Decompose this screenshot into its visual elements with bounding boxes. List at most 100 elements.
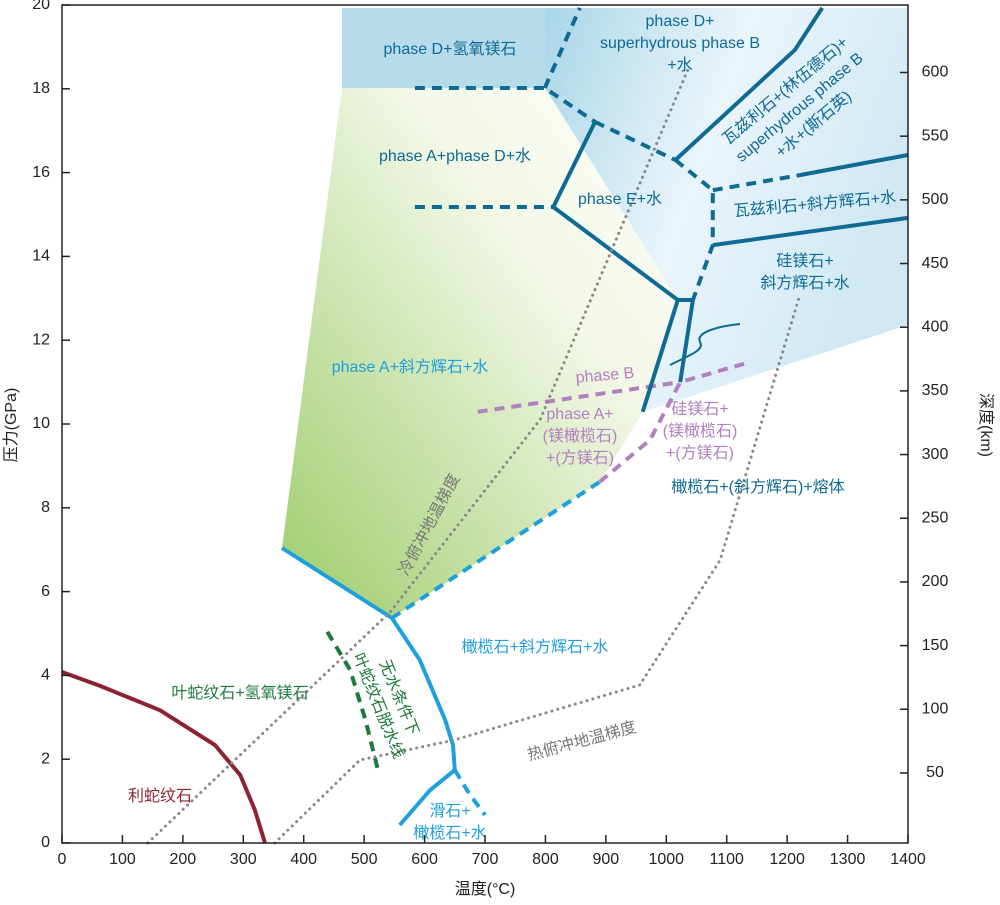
y-tick-label: 2 <box>41 750 50 767</box>
boundaries <box>61 6 909 845</box>
annotation-text: 硅镁石+ <box>776 252 833 270</box>
phase-boundary <box>674 158 715 301</box>
x-axis-label: 温度(°C) <box>455 880 516 898</box>
y2-tick-label: 450 <box>922 255 949 272</box>
annotation: 硅镁石+ 斜方辉石+水 <box>760 252 849 292</box>
annotation-text: 橄榄石+(斜方辉石)+熔体 <box>671 478 844 496</box>
annotation: phase D+氢氧镁石 <box>384 40 517 58</box>
y-tick-label: 8 <box>41 499 50 516</box>
y2-tick-label: 300 <box>922 446 949 463</box>
x-tick-label: 700 <box>472 851 499 868</box>
annotation-text: +(方镁石) <box>546 449 614 467</box>
x-tick-label: 900 <box>593 851 620 868</box>
annotation-text: 滑石+ <box>429 802 470 820</box>
phase-boundary <box>542 7 582 89</box>
x-tick-label: 200 <box>170 851 197 868</box>
y2-tick-label: 400 <box>922 318 949 335</box>
y-tick-label: 10 <box>32 415 50 432</box>
x-tick-label: 100 <box>109 851 136 868</box>
phase-boundary <box>398 768 457 827</box>
blue-region <box>545 8 908 412</box>
annotation: phase E+水 <box>578 190 662 208</box>
x-tick-label: 600 <box>411 851 438 868</box>
annotation: phase A+ (镁橄榄石) +(方镁石) <box>543 406 618 467</box>
phase-boundary <box>594 120 677 162</box>
annotation-text: +水 <box>667 56 692 74</box>
y2-tick-label: 350 <box>922 382 949 399</box>
phase-boundary <box>674 6 824 162</box>
phase-boundary <box>280 546 457 771</box>
y-tick-label: 6 <box>41 583 50 600</box>
annotation-text: (镁橄榄石) <box>663 422 738 440</box>
y-tick-label: 4 <box>41 667 50 684</box>
x-tick-label: 500 <box>351 851 378 868</box>
x-tick-label: 300 <box>230 851 257 868</box>
annotation: phase B <box>575 365 635 387</box>
blue-region-left <box>342 8 545 88</box>
annotation-text: phase A+斜方辉石+水 <box>332 358 489 376</box>
x-tick-label: 0 <box>58 851 67 868</box>
y2-tick-label: 250 <box>922 509 949 526</box>
phase-boundary <box>61 670 267 844</box>
y-tick-label: 14 <box>32 248 50 265</box>
y-tick-label: 20 <box>32 0 50 13</box>
phase-boundary <box>146 63 692 845</box>
x-tick-label: 1200 <box>769 851 805 868</box>
phase-boundary <box>712 173 801 193</box>
phase-boundary <box>453 769 487 817</box>
annotation: 橄榄石+(斜方辉石)+熔体 <box>671 478 844 496</box>
annotation: phase A+phase D+水 <box>379 147 531 165</box>
regions <box>282 8 908 618</box>
phase-boundary <box>640 298 695 413</box>
y2-tick-label: 500 <box>922 191 949 208</box>
phase-boundary <box>390 480 601 620</box>
annotation-text: phase A+phase D+水 <box>379 147 531 165</box>
phase-boundary <box>273 293 802 845</box>
annotation-text: phase D+ <box>646 13 715 30</box>
annotation-text: 橄榄石+水 <box>413 824 486 842</box>
annotation-text: phase E+水 <box>578 190 662 208</box>
annotation-text: 硅镁石+ <box>671 400 728 418</box>
y2-axis-label: 深度(km) <box>977 393 995 457</box>
annotation: phase A+斜方辉石+水 <box>332 358 489 376</box>
phase-boundary <box>325 630 380 771</box>
y-tick-label: 16 <box>32 164 50 181</box>
annotation: 硅镁石+ (镁橄榄石) +(方镁石) <box>663 400 738 462</box>
annotation-text: 利蛇纹石 <box>128 787 192 805</box>
phase-boundary <box>477 380 681 414</box>
annotation: 热俯冲地温梯度 <box>525 718 638 764</box>
x-tick-label: 1400 <box>890 851 926 868</box>
x-tick-label: 1100 <box>710 851 745 868</box>
y-tick-label: 18 <box>32 80 50 97</box>
annotation-text: superhydrous phase B <box>600 35 760 52</box>
x-tick-label: 400 <box>290 851 317 868</box>
annotation: 橄榄石+斜方辉石+水 <box>462 638 609 656</box>
annotation-text: 橄榄石+斜方辉石+水 <box>462 638 609 656</box>
y2-tick-label: 50 <box>926 764 944 781</box>
annotation-text: (镁橄榄石) <box>543 427 618 445</box>
x-tick-label: 1000 <box>648 851 684 868</box>
annotation-text: 热俯冲地温梯度 <box>525 718 638 764</box>
x-tick-label: 800 <box>532 851 559 868</box>
y2-tick-label: 100 <box>922 700 949 717</box>
annotation-text: 叶蛇纹石+氢氧镁石 <box>171 684 308 702</box>
annotation-text: phase B <box>575 365 635 387</box>
annotation-text: +(方镁石) <box>666 444 734 462</box>
annotation-text: phase D+氢氧镁石 <box>384 40 517 58</box>
y2-tick-label: 550 <box>922 127 949 144</box>
phase-boundary <box>799 153 909 178</box>
y2-tick-label: 200 <box>922 573 949 590</box>
annotation: phase D+ superhydrous phase B +水 <box>600 13 760 74</box>
y-axis-label: 压力(GPa) <box>2 388 20 463</box>
annotation-text: 斜方辉石+水 <box>760 274 849 292</box>
y-tick-label: 12 <box>32 331 50 348</box>
x-tick-label: 1300 <box>830 851 866 868</box>
phase-boundary <box>712 215 909 248</box>
green-region <box>282 88 678 618</box>
y2-tick-label: 600 <box>922 64 949 81</box>
y2-tick-label: 150 <box>922 637 949 654</box>
annotation: 叶蛇纹石+氢氧镁石 <box>171 684 308 702</box>
phase-boundary <box>414 86 597 124</box>
